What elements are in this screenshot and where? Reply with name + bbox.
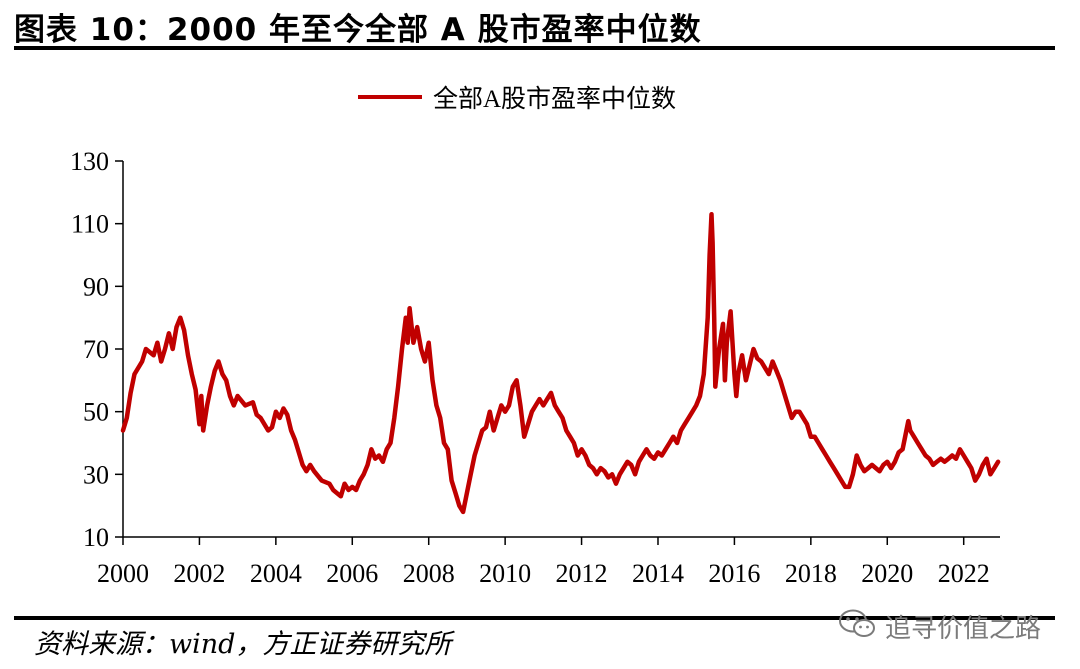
- x-tick-label: 2022: [938, 559, 990, 588]
- wechat-icon: [839, 609, 875, 637]
- watermark: 追寻价值之路: [837, 606, 1052, 644]
- y-tick-label: 70: [83, 335, 109, 364]
- x-tick-label: 2014: [632, 559, 684, 588]
- watermark-text: 追寻价值之路: [885, 614, 1042, 644]
- legend: 全部A股市盈率中位数: [358, 85, 676, 113]
- x-tick-label: 2010: [479, 559, 531, 588]
- x-tick-label: 2020: [861, 559, 913, 588]
- x-axis: 2000 2002 2004 2006 2008 2010 2012 2014 2016 2018…: [97, 536, 1000, 588]
- source-note: 资料来源：wind，方正证券研究所: [34, 629, 452, 660]
- x-tick-label: 2018: [785, 559, 837, 588]
- y-tick-label: 90: [83, 272, 109, 301]
- y-tick-label: 50: [83, 398, 109, 427]
- x-tick-label: 2008: [403, 559, 455, 588]
- x-tick-label: 2006: [326, 559, 378, 588]
- x-tick-label: 2016: [708, 559, 760, 588]
- pe-median-line-chart: 全部A股市盈率中位数 10 30 50 70 90 110 130 2000 2002 2004…: [70, 85, 1001, 588]
- y-axis: 10 30 50 70 90 110 130: [70, 147, 124, 552]
- y-tick-label: 10: [83, 523, 109, 552]
- x-tick-label: 2002: [173, 559, 225, 588]
- legend-label: 全部A股市盈率中位数: [433, 85, 676, 113]
- x-tick-label: 2004: [250, 559, 302, 588]
- y-tick-label: 110: [71, 210, 109, 239]
- x-tick-label: 2012: [556, 559, 608, 588]
- y-tick-label: 30: [83, 460, 109, 489]
- title-rule: [14, 46, 1055, 50]
- y-tick-label: 130: [70, 147, 109, 176]
- source-rule: [14, 616, 1055, 620]
- figure-title: 图表 10：2000 年至今全部 A 股市盈率中位数: [14, 12, 702, 48]
- x-tick-label: 2000: [97, 559, 149, 588]
- series-line-pe-median: [120, 212, 1001, 515]
